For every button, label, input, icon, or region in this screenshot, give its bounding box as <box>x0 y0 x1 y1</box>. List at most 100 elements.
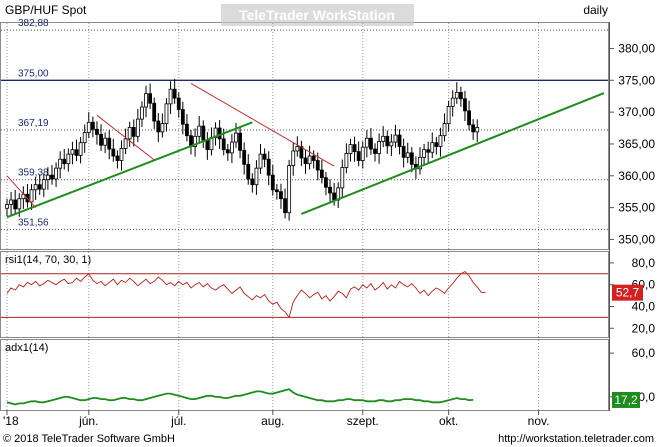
candle-body <box>111 148 116 157</box>
x-tick-label: nov. <box>528 414 550 428</box>
candle-body <box>86 121 91 133</box>
candle-body <box>360 146 365 161</box>
candle-body <box>246 163 251 180</box>
candle-body <box>37 184 42 190</box>
candle-body <box>458 91 463 100</box>
rsi-value: 52,7 <box>616 286 640 300</box>
level-label: 382,88 <box>18 18 49 29</box>
candle-body <box>332 192 337 201</box>
candle-body <box>364 137 369 148</box>
y-tick-label: 350,00 <box>618 232 655 246</box>
candle-body <box>50 174 54 180</box>
candle-body <box>119 148 124 161</box>
candle-body <box>74 149 79 156</box>
candle-body <box>311 155 316 161</box>
adx-y-axis: 60,020,017,2 <box>609 346 655 408</box>
candle-body <box>434 142 439 147</box>
candle-body <box>369 137 373 150</box>
candle-body <box>29 189 34 203</box>
candle-body <box>254 167 259 186</box>
level-label: 359,38 <box>18 168 49 179</box>
period-label: daily <box>583 3 608 17</box>
rsi-panel <box>1 252 608 337</box>
candle-body <box>463 98 467 112</box>
candle-body <box>279 191 283 200</box>
price-candles <box>5 79 480 221</box>
candle-body <box>99 134 103 146</box>
candle-body <box>160 123 165 133</box>
candle-body <box>266 158 271 176</box>
watermark-box <box>221 4 414 26</box>
candle-body <box>107 137 112 150</box>
candle-body <box>197 125 202 137</box>
y-tick-label: 380,00 <box>618 41 655 55</box>
candle-body <box>352 144 357 152</box>
candle-body <box>446 105 451 124</box>
y-tick-label: 360,00 <box>618 169 655 183</box>
candle-body <box>127 127 132 140</box>
trendline <box>190 83 335 167</box>
rsi-y-tick-label: 20,0 <box>632 321 656 335</box>
candle-body <box>217 127 222 140</box>
candle-body <box>180 109 185 125</box>
candle-body <box>9 199 13 205</box>
candle-body <box>430 142 435 153</box>
trendline <box>6 121 253 219</box>
watermark: TeleTrader WorkStation <box>239 7 395 23</box>
candle-body <box>389 141 394 147</box>
candle-body <box>234 132 238 143</box>
candle-body <box>356 151 361 161</box>
rsi-y-tick-label: 80,0 <box>632 256 656 270</box>
trendline <box>96 114 155 161</box>
adx-panel-frame <box>0 339 609 411</box>
candle-body <box>299 146 304 159</box>
x-axis: '18 jún. júl. aug. szept. okt. nov. <box>3 410 549 428</box>
candle-body <box>393 134 398 143</box>
instrument-title: GBP/HUF Spot <box>5 3 87 17</box>
y-tick-label: 370,00 <box>618 105 655 119</box>
adx-label: adx1(14) <box>5 342 48 354</box>
rsi-y-tick-label: 40,0 <box>632 299 656 313</box>
candle-body <box>225 149 230 154</box>
candle-body <box>78 142 83 156</box>
candle-body <box>115 155 120 161</box>
candle-body <box>62 158 67 165</box>
trendline <box>6 175 36 208</box>
candle-body <box>221 138 226 151</box>
candle-body <box>13 199 18 210</box>
price-trendlines <box>6 83 605 219</box>
candle-body <box>172 88 177 99</box>
candle-body <box>295 146 300 152</box>
candle-body <box>176 97 181 110</box>
candle-body <box>319 169 324 179</box>
candle-body <box>442 123 447 137</box>
candle-body <box>401 146 406 158</box>
rsi-y-axis: 80,060,040,020,052,7 <box>609 256 655 335</box>
adx-line <box>6 388 474 406</box>
candle-body <box>66 153 71 165</box>
candle-body <box>418 156 422 170</box>
candle-body <box>348 144 353 154</box>
candle-body <box>377 141 382 154</box>
trendline <box>301 92 605 215</box>
candle-body <box>450 97 455 107</box>
candle-body <box>475 127 480 133</box>
level-label: 367,19 <box>18 118 49 129</box>
y-tick-label: 375,00 <box>618 73 655 87</box>
candle-body <box>307 155 312 165</box>
price-grid <box>6 23 540 249</box>
level-label: 375,00 <box>18 68 49 79</box>
y-tick-label: 365,00 <box>618 137 655 151</box>
candle-body <box>471 124 476 133</box>
candle-body <box>103 137 108 146</box>
x-tick-label: '18 <box>3 414 19 428</box>
candle-body <box>426 149 431 153</box>
candle-body <box>156 120 161 133</box>
candle-body <box>140 106 144 120</box>
candle-body <box>340 167 345 189</box>
candle-body <box>82 132 87 144</box>
candle-body <box>422 149 426 158</box>
candle-body <box>303 157 308 165</box>
candle-body <box>328 186 332 194</box>
candle-body <box>438 135 443 147</box>
